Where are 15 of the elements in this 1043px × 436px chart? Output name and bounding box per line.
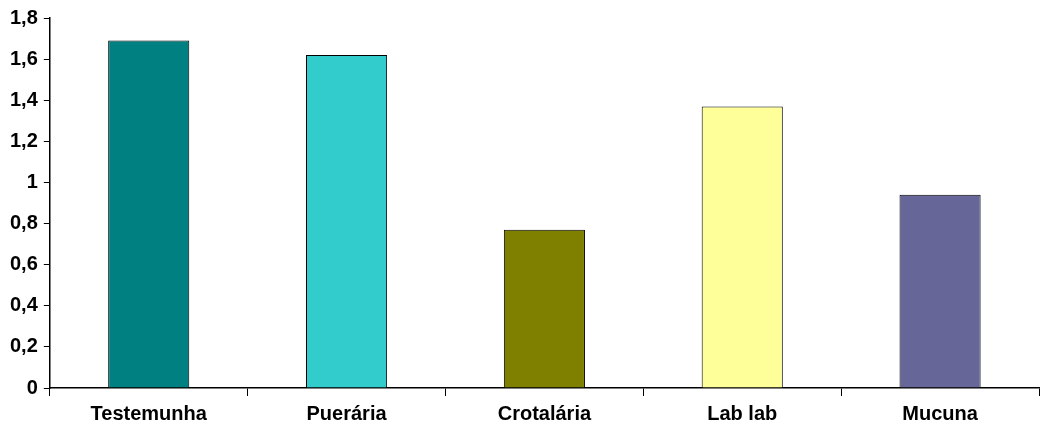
y-tick-label: 0: [26, 375, 38, 398]
y-tick-label: 1,8: [9, 5, 38, 28]
x-tick-label: Mucuna: [902, 401, 979, 424]
x-tick-label: Testemunha: [90, 401, 208, 424]
y-tick-label: 0,4: [9, 293, 39, 316]
y-tick-label: 0,6: [9, 252, 38, 275]
y-tick-label: 1,6: [9, 46, 38, 69]
y-tick-label: 0,8: [9, 211, 38, 234]
y-tick-label: 0,2: [9, 334, 38, 357]
x-tick-label: Crotalária: [497, 401, 592, 424]
y-tick-label: 1,4: [9, 87, 39, 110]
x-tick-label: Lab lab: [707, 401, 778, 424]
y-tick-label: 1: [26, 169, 38, 192]
x-tick-label: Puerária: [306, 401, 388, 424]
y-tick-label: 1,2: [9, 128, 38, 151]
